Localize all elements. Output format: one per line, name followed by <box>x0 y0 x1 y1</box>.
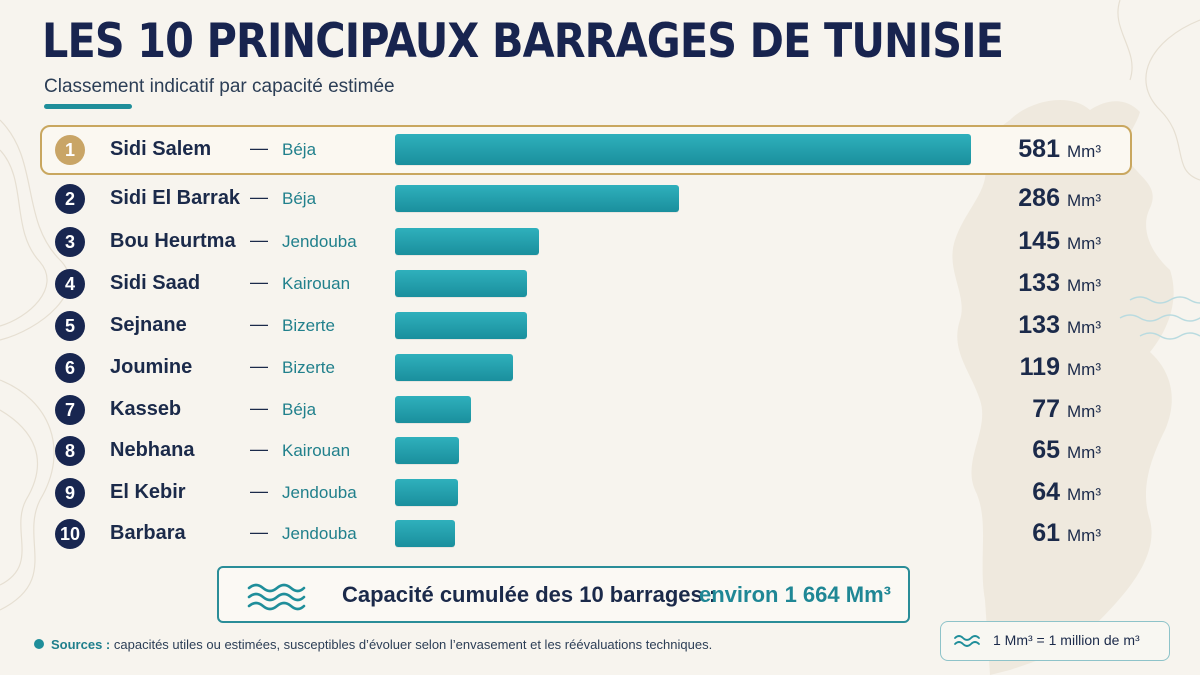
total-value: environ 1 664 Mm³ <box>699 582 891 607</box>
subtitle-underline <box>44 104 132 109</box>
capacity-bar <box>395 479 458 506</box>
separator-dash: — <box>250 138 268 158</box>
wave-lines-right <box>1119 296 1200 340</box>
sources-text: capacités utiles ou estimées, susceptibl… <box>113 637 713 652</box>
separator-dash: — <box>250 230 268 250</box>
water-waves-icon <box>247 583 306 611</box>
rank-badge: 2 <box>55 184 85 214</box>
capacity-bar <box>395 134 971 165</box>
rank-badge: 6 <box>55 353 85 383</box>
total-capacity-box: Capacité cumulée des 10 barrages : envir… <box>217 566 910 623</box>
region-label: Bizerte <box>282 316 335 335</box>
page-title: LES 10 PRINCIPAUX BARRAGES DE TUNISIE <box>42 14 1004 69</box>
rank-badge: 10 <box>55 519 85 549</box>
value-label: 133 <box>1018 269 1060 297</box>
rank-badge: 1 <box>55 135 85 165</box>
unit-label: Mm³ <box>1067 402 1101 421</box>
region-label: Jendouba <box>282 232 357 251</box>
separator-dash: — <box>250 314 268 334</box>
region-label: Kairouan <box>282 274 351 293</box>
separator-dash: — <box>250 439 268 459</box>
rank-badge: 7 <box>55 395 85 425</box>
water-waves-icon <box>954 635 980 647</box>
dam-name-label: Bou Heurtma <box>110 230 236 252</box>
unit-label: Mm³ <box>1067 191 1101 210</box>
separator-dash: — <box>250 481 268 501</box>
unit-label: Mm³ <box>1067 234 1101 253</box>
rank-badge: 5 <box>55 311 85 341</box>
bar-row: 10 Barbara — Jendouba 61 Mm³ <box>0 514 1200 554</box>
dam-name-label: Sidi El Barrak <box>110 187 241 209</box>
unit-label: Mm³ <box>1067 360 1101 379</box>
capacity-bar <box>395 270 527 297</box>
bar-row: 1 Sidi Salem — Béja 581 Mm³ <box>0 130 1200 170</box>
value-label: 145 <box>1018 227 1060 255</box>
separator-dash: — <box>250 272 268 292</box>
region-label: Jendouba <box>282 483 357 502</box>
sources-heading: Sources : <box>51 637 111 652</box>
unit-label: Mm³ <box>1067 443 1101 462</box>
bar-row: 2 Sidi El Barrak — Béja 286 Mm³ <box>0 179 1200 219</box>
value-label: 77 <box>1032 395 1060 423</box>
bar-row: 9 El Kebir — Jendouba 64 Mm³ <box>0 473 1200 513</box>
dam-name-label: Joumine <box>110 356 193 378</box>
capacity-bar <box>395 228 539 255</box>
capacity-bar <box>395 437 459 464</box>
bar-row: 6 Joumine — Bizerte 119 Mm³ <box>0 348 1200 388</box>
value-label: 581 <box>1018 135 1060 163</box>
unit-label: Mm³ <box>1067 276 1101 295</box>
unit-label: Mm³ <box>1067 318 1101 337</box>
topographic-lines <box>0 0 1200 611</box>
value-label: 65 <box>1032 436 1060 464</box>
capacity-bar <box>395 396 471 423</box>
separator-dash: — <box>250 187 268 207</box>
value-label: 119 <box>1019 353 1060 381</box>
unit-label: Mm³ <box>1067 142 1101 161</box>
bar-row: 7 Kasseb — Béja 77 Mm³ <box>0 390 1200 430</box>
region-label: Bizerte <box>282 358 335 377</box>
unit-label: Mm³ <box>1067 485 1101 504</box>
dam-name-label: El Kebir <box>110 481 186 503</box>
value-label: 64 <box>1032 478 1060 506</box>
capacity-bar <box>395 354 513 381</box>
rank-badge: 8 <box>55 436 85 466</box>
rank-badge: 9 <box>55 478 85 508</box>
region-label: Jendouba <box>282 524 357 543</box>
dam-name-label: Sidi Salem <box>110 138 212 160</box>
capacity-bar <box>395 312 527 339</box>
sources-note: Sources : capacités utiles ou estimées, … <box>34 637 712 652</box>
tunisia-map-silhouette <box>952 99 1174 675</box>
region-label: Kairouan <box>282 441 351 460</box>
dam-name-label: Barbara <box>110 522 186 544</box>
dam-name-label: Sidi Saad <box>110 272 201 294</box>
dam-name-label: Nebhana <box>110 439 195 461</box>
value-label: 286 <box>1018 184 1060 212</box>
unit-legend-text: 1 Mm³ = 1 million de m³ <box>993 632 1140 648</box>
capacity-bar <box>395 185 679 212</box>
value-label: 133 <box>1018 311 1060 339</box>
total-label: Capacité cumulée des 10 barrages : <box>342 582 717 607</box>
rank-badge: 3 <box>55 227 85 257</box>
dam-name-label: Kasseb <box>110 398 182 420</box>
capacity-bar <box>395 520 455 547</box>
separator-dash: — <box>250 522 268 542</box>
region-label: Béja <box>282 400 317 419</box>
rank-badge: 4 <box>55 269 85 299</box>
region-label: Béja <box>282 140 317 159</box>
bar-row: 4 Sidi Saad — Kairouan 133 Mm³ <box>0 264 1200 304</box>
region-label: Béja <box>282 189 317 208</box>
bar-row: 8 Nebhana — Kairouan 65 Mm³ <box>0 431 1200 471</box>
unit-label: Mm³ <box>1067 526 1101 545</box>
bar-row: 5 Sejnane — Bizerte 133 Mm³ <box>0 306 1200 346</box>
value-label: 61 <box>1032 519 1060 547</box>
page-subtitle: Classement indicatif par capacité estimé… <box>44 76 395 97</box>
separator-dash: — <box>250 356 268 376</box>
dam-name-label: Sejnane <box>110 314 187 336</box>
bullet-dot <box>34 639 44 649</box>
bar-row: 3 Bou Heurtma — Jendouba 145 Mm³ <box>0 222 1200 262</box>
unit-legend: 1 Mm³ = 1 million de m³ <box>940 621 1170 661</box>
separator-dash: — <box>250 398 268 418</box>
